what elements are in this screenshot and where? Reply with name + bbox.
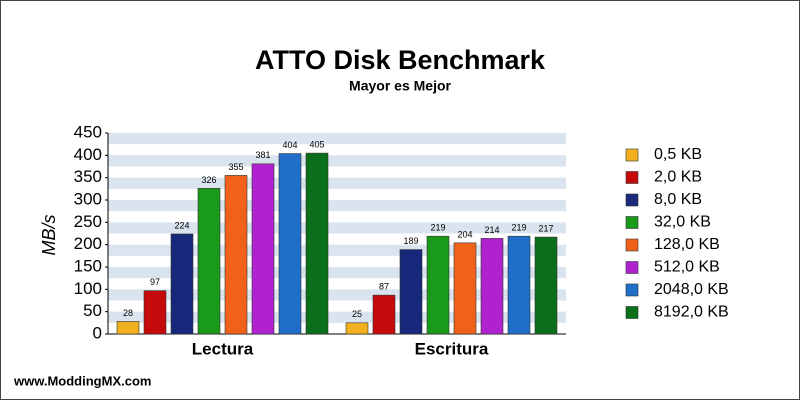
y-axis-label: MB/s <box>39 214 59 255</box>
x-tick-label: Lectura <box>192 339 254 358</box>
grid-band <box>108 133 566 145</box>
y-tick-label: 0 <box>93 323 102 342</box>
legend-swatch <box>625 283 639 297</box>
value-label: 217 <box>538 223 553 233</box>
legend-swatch <box>625 216 639 229</box>
x-tick-label: Escritura <box>415 339 489 358</box>
y-tick-label: 350 <box>74 167 102 186</box>
bar <box>399 249 423 335</box>
y-tick-label: 150 <box>74 256 102 275</box>
legend-swatch <box>625 171 639 184</box>
legend-label: 2048,0 KB <box>654 281 729 298</box>
bar <box>197 188 221 335</box>
legend-label: 8,0 KB <box>654 191 702 208</box>
value-label: 219 <box>430 223 445 233</box>
bar <box>224 175 248 335</box>
grid-band <box>108 267 566 279</box>
bar <box>372 294 396 335</box>
value-label: 204 <box>457 229 472 239</box>
bar <box>426 235 450 335</box>
value-label: 404 <box>282 140 297 150</box>
legend-swatch <box>625 193 639 207</box>
value-label: 326 <box>201 175 216 185</box>
value-label: 219 <box>511 223 526 233</box>
legend-label: 0,5 KB <box>654 146 702 163</box>
y-tick-label: 450 <box>74 122 102 141</box>
legend-swatch <box>625 306 639 319</box>
legend-label: 8192,0 KB <box>654 304 729 321</box>
y-tick-label: 200 <box>74 234 102 253</box>
legend-swatch <box>625 261 639 274</box>
grid-band <box>108 222 566 234</box>
value-label: 405 <box>309 139 324 149</box>
bar <box>278 153 302 335</box>
bar <box>251 163 275 335</box>
value-label: 355 <box>228 162 243 172</box>
value-label: 381 <box>255 150 270 160</box>
legend-label: 32,0 KB <box>654 214 711 231</box>
bar <box>345 322 369 335</box>
value-label: 28 <box>123 308 133 318</box>
bar <box>170 233 194 335</box>
grid-band <box>108 200 566 212</box>
value-label: 25 <box>352 309 362 319</box>
legend-swatch <box>625 148 639 162</box>
y-tick-label: 50 <box>83 301 102 320</box>
bar <box>453 242 477 335</box>
bar <box>305 152 329 335</box>
legend-swatch <box>625 238 639 252</box>
y-tick-label: 400 <box>74 145 102 164</box>
bar <box>507 235 531 335</box>
bar <box>534 236 558 335</box>
grid-band <box>108 177 566 189</box>
value-label: 189 <box>403 236 418 246</box>
grid-band <box>108 155 566 167</box>
value-label: 87 <box>379 282 389 292</box>
bar <box>116 321 140 335</box>
legend-label: 512,0 KB <box>654 259 720 276</box>
footer: www.ModdingMX.com <box>13 373 151 388</box>
chart-subtitle: Mayor es Mejor <box>349 78 451 94</box>
value-label: 97 <box>150 277 160 287</box>
value-label: 224 <box>174 220 189 230</box>
y-tick-label: 100 <box>74 279 102 298</box>
legend-label: 2,0 KB <box>654 169 702 186</box>
grid-band <box>108 289 566 301</box>
value-label: 214 <box>484 225 499 235</box>
bar <box>143 290 167 335</box>
y-tick-label: 300 <box>74 189 102 208</box>
grid-band <box>108 244 566 256</box>
grid-band <box>108 311 566 323</box>
y-tick-label: 250 <box>74 212 102 231</box>
legend-label: 128,0 KB <box>654 236 720 253</box>
chart-title: ATTO Disk Benchmark <box>255 45 546 75</box>
bar <box>480 238 504 335</box>
